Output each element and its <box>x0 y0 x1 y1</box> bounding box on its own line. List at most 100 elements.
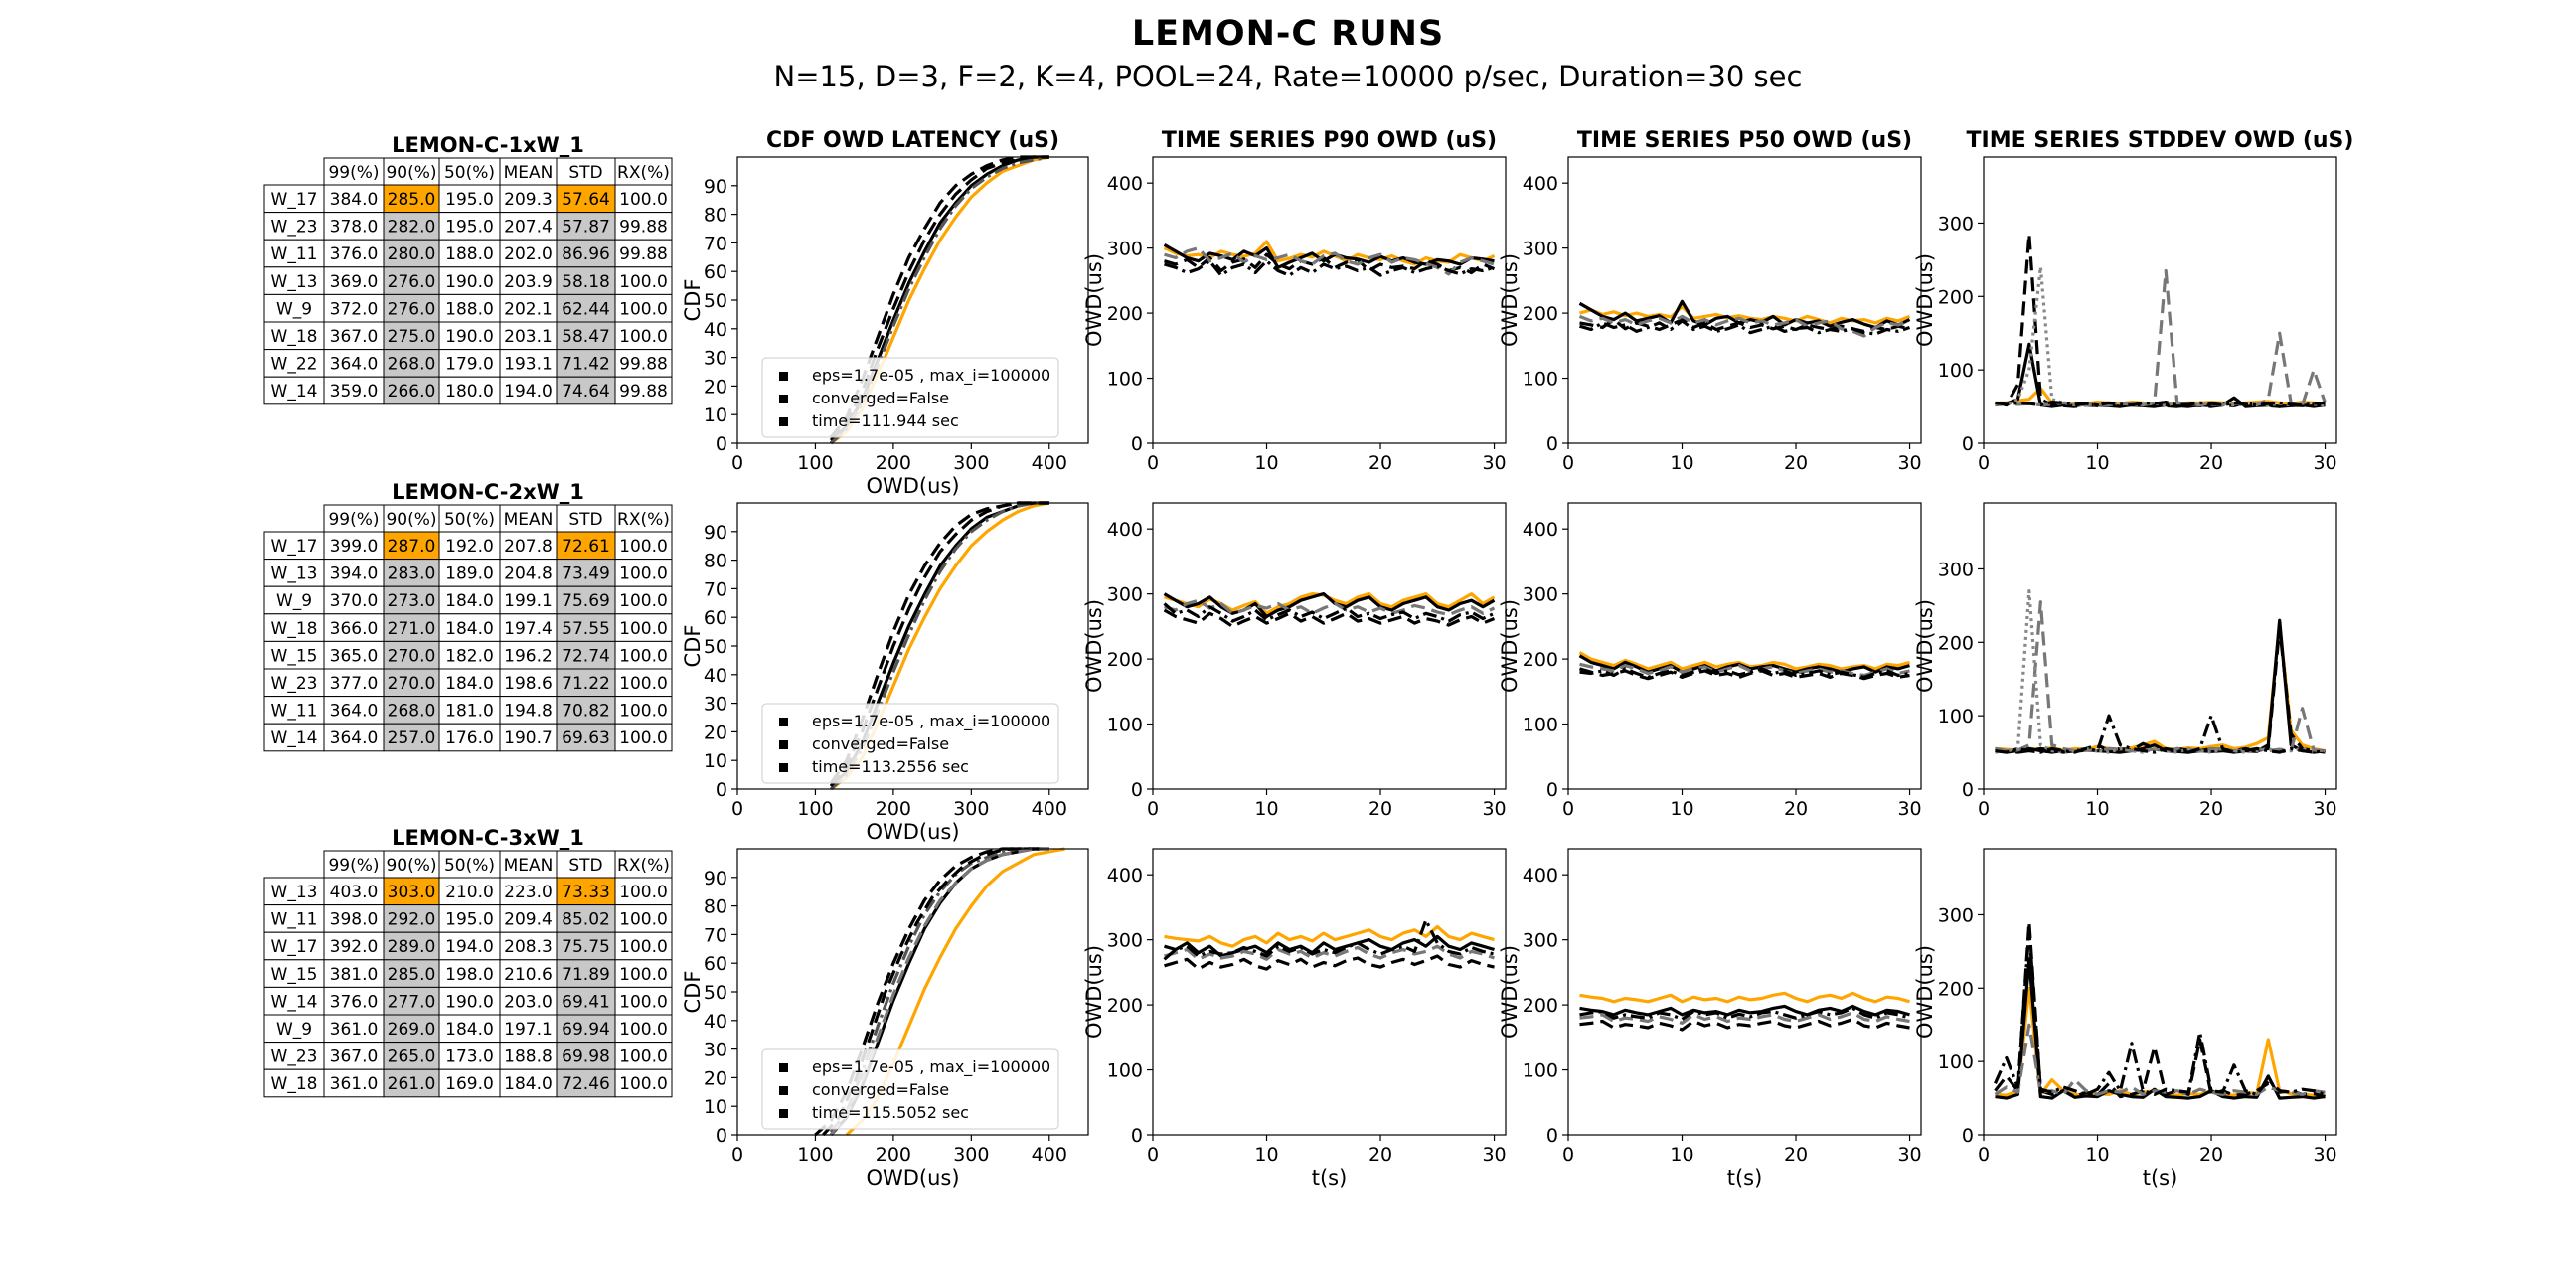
table-header-label: RX(%) <box>617 163 670 183</box>
table-cell-value: 292.0 <box>388 910 436 930</box>
legend-label: time=115.5052 sec <box>812 1103 969 1122</box>
table-header-label: MEAN <box>504 510 554 530</box>
table-cell <box>263 266 325 295</box>
table-header-cell <box>323 504 385 533</box>
table-cell-value: 58.47 <box>562 327 610 347</box>
series-line <box>1578 299 1911 330</box>
table-cell-value: 276.0 <box>388 299 436 319</box>
x-tick-label: 0 <box>731 1144 743 1166</box>
table-cell <box>499 877 558 906</box>
table-cell-value: 190.0 <box>445 992 494 1012</box>
table-cell-value: 100.0 <box>619 1020 668 1040</box>
table-cell <box>263 959 325 988</box>
y-tick-label: 40 <box>704 319 727 341</box>
y-tick-label: 100 <box>1938 360 1974 382</box>
table-cell <box>383 723 440 752</box>
series-line <box>1995 588 2326 754</box>
table-cell <box>323 1014 385 1044</box>
table-cell-value: W_13 <box>271 564 318 584</box>
x-tick-label: 100 <box>797 452 833 474</box>
table-cell <box>556 1014 616 1044</box>
table-cell <box>438 266 501 295</box>
table-cell-value: W_22 <box>271 355 318 375</box>
table-cell <box>383 986 440 1016</box>
y-tick-label: 10 <box>704 750 727 772</box>
table-cell-value: 378.0 <box>330 218 379 238</box>
table-cell-value: 194.0 <box>504 382 553 402</box>
table-cell-value: 71.22 <box>562 674 610 694</box>
table-cell-value: 184.0 <box>445 619 494 639</box>
table-cell <box>438 1014 501 1044</box>
table-cell-value: 180.0 <box>445 382 494 402</box>
table-cell <box>263 1014 325 1044</box>
y-tick-label: 300 <box>1107 584 1143 606</box>
table-cell-value: 210.6 <box>504 965 553 985</box>
y-tick-label: 400 <box>1107 519 1143 541</box>
x-tick-label: 20 <box>1368 798 1392 820</box>
table-cell-value: 197.4 <box>504 619 553 639</box>
y-tick-label: 200 <box>1938 632 1974 654</box>
y-tick-label: 70 <box>704 233 727 254</box>
table-cell-value: 370.0 <box>330 591 379 611</box>
table-cell <box>614 1068 673 1098</box>
table-cell-value: 100.0 <box>619 728 668 748</box>
table-cell-value: 100.0 <box>619 272 668 292</box>
table-cell-value: 394.0 <box>330 564 379 584</box>
table-cell <box>614 668 673 698</box>
plot-frame <box>1567 502 1922 790</box>
table-cell-value: 209.4 <box>504 910 553 930</box>
legend-label: converged=False <box>812 734 949 753</box>
plot-frame <box>1983 502 2337 790</box>
y-tick-label: 400 <box>1107 173 1143 195</box>
x-tick-label: 20 <box>1784 452 1808 474</box>
x-tick-label: 10 <box>1254 452 1278 474</box>
table-cell-value: W_11 <box>271 910 318 930</box>
table-cell <box>556 184 616 214</box>
y-tick-label: 90 <box>704 176 727 198</box>
series-line <box>1995 268 2328 407</box>
table-header-label: STD <box>568 510 602 530</box>
table-cell <box>438 531 501 561</box>
series-line <box>1579 662 1910 678</box>
table-cell-value: 100.0 <box>619 591 668 611</box>
legend-marker <box>779 1109 788 1118</box>
table-cell-value: 100.0 <box>619 564 668 584</box>
y-tick-label: 20 <box>704 376 727 398</box>
x-tick-label: 0 <box>731 798 743 820</box>
table-cell <box>323 931 385 961</box>
y-tick-label: 200 <box>1938 286 1974 308</box>
table-cell-value: 194.0 <box>445 937 494 957</box>
table-cell-value: 100.0 <box>619 883 668 902</box>
table-cell <box>383 877 440 906</box>
y-tick-label: 0 <box>1131 433 1143 455</box>
x-tick-label: 0 <box>1978 452 1990 474</box>
table-cell <box>383 640 440 670</box>
x-tick-label: 200 <box>876 1144 911 1166</box>
series-line <box>1579 1006 1910 1022</box>
table-cell-value: 359.0 <box>330 382 379 402</box>
series-line <box>1579 1017 1910 1032</box>
table-cell <box>323 321 385 351</box>
table-cell-value: 176.0 <box>445 728 494 748</box>
x-tick-label: 30 <box>1482 798 1506 820</box>
y-tick-label: 300 <box>1938 904 1974 926</box>
table-header-cell <box>614 157 673 186</box>
table-cell-value: 192.0 <box>445 537 494 557</box>
table-cell <box>499 696 558 724</box>
table-cell-value: 188.8 <box>504 1047 553 1067</box>
table-cell-value: 403.0 <box>330 883 379 902</box>
table-cell <box>263 640 325 670</box>
y-tick-label: 50 <box>704 982 727 1004</box>
x-tick-label: 30 <box>2313 798 2336 820</box>
table-cell-value: 57.64 <box>562 190 610 210</box>
x-tick-label: 20 <box>2199 1144 2223 1166</box>
x-axis-label: t(s) <box>1312 1166 1348 1190</box>
y-tick-label: 400 <box>1523 865 1558 886</box>
y-tick-label: 80 <box>704 896 727 918</box>
x-tick-label: 10 <box>1670 1144 1693 1166</box>
y-tick-label: 20 <box>704 722 727 743</box>
table-cell <box>438 613 501 642</box>
y-tick-label: 300 <box>1938 213 1974 235</box>
table-cell-value: 367.0 <box>330 327 379 347</box>
y-tick-label: 20 <box>704 1067 727 1089</box>
